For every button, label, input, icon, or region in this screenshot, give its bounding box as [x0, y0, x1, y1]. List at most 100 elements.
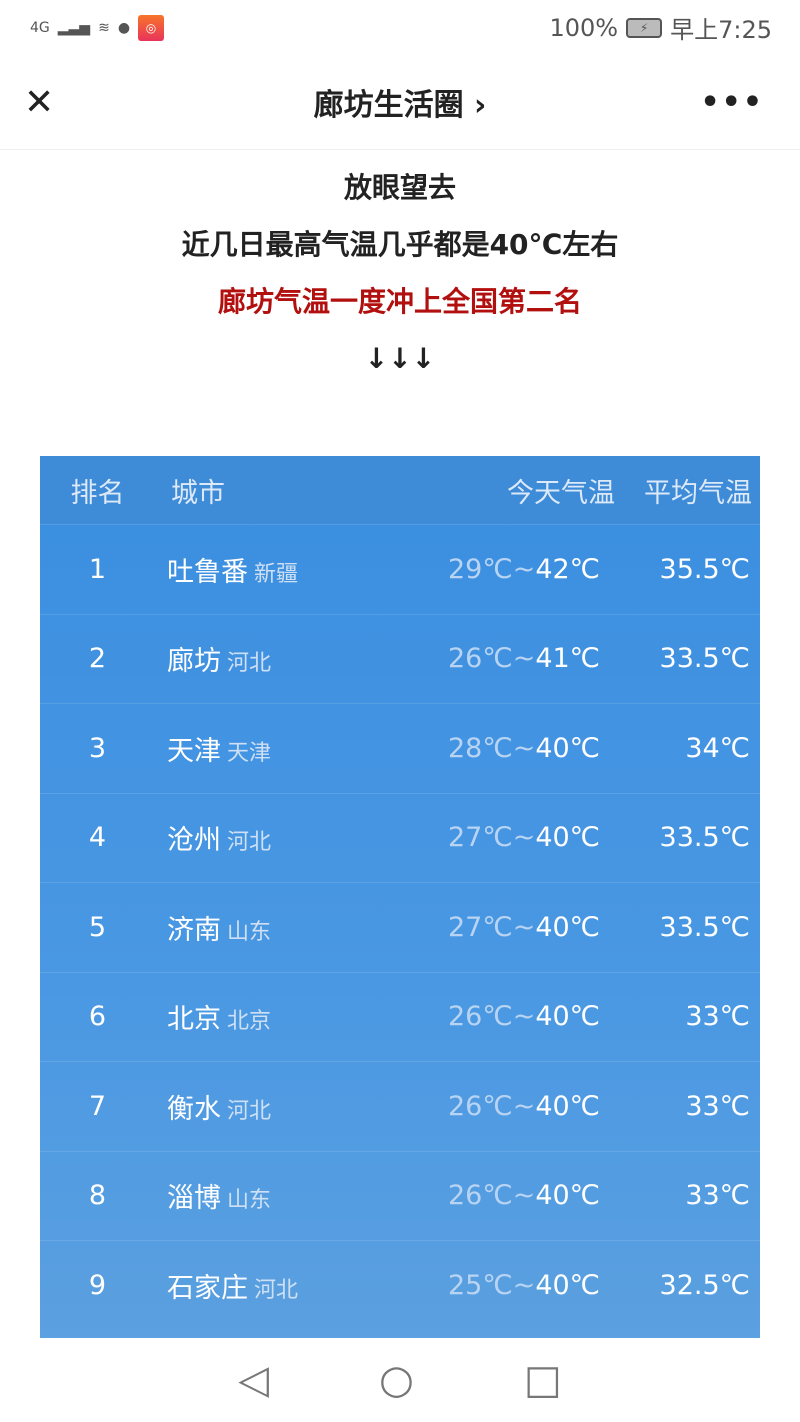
today-temp: 27℃~40℃ [430, 912, 600, 943]
header-today: 今天气温 [507, 477, 615, 509]
province: 山东 [227, 1188, 272, 1214]
avg-temp: 33℃ [685, 1180, 750, 1212]
high-temp: 40℃ [535, 822, 600, 854]
high-temp: 40℃ [535, 1269, 600, 1301]
avg-temp: 33℃ [685, 1001, 750, 1033]
tilde: ~ [512, 732, 536, 764]
province: 山东 [227, 919, 272, 945]
province: 河北 [227, 651, 272, 677]
low-temp: 26℃ [448, 1180, 513, 1212]
city: 廊坊 [167, 646, 221, 678]
avg-temp: 33.5℃ [659, 911, 750, 943]
today-temp: 26℃~40℃ [430, 1091, 600, 1122]
header-avg: 平均气温 [644, 477, 752, 509]
close-icon[interactable]: ✕ [24, 81, 55, 123]
table-row: 3 天津 天津 28℃~40℃ 34℃ [40, 703, 760, 793]
province: 河北 [227, 830, 272, 856]
high-temp: 40℃ [535, 1090, 600, 1122]
battery-percent: 100% [549, 13, 619, 42]
rank: 3 [88, 732, 107, 764]
article-intro: 放眼望去 近几日最高气温几乎都是40℃左右 廊坊气温一度冲上全国第二名 ↓↓↓ [0, 165, 800, 393]
recents-icon[interactable]: □ [523, 1357, 562, 1403]
city: 天津 [167, 735, 221, 767]
home-icon[interactable]: ○ [379, 1357, 414, 1403]
city-cell: 廊坊 河北 [155, 639, 430, 678]
avg-temp: 35.5℃ [659, 553, 750, 585]
table-row: 2 廊坊 河北 26℃~41℃ 33.5℃ [40, 613, 760, 704]
header-city: 城市 [171, 477, 225, 509]
city-cell: 石家庄 河北 [155, 1266, 430, 1305]
high-temp: 41℃ [535, 643, 600, 675]
city-cell: 吐鲁番 新疆 [155, 550, 430, 589]
low-temp: 25℃ [448, 1269, 513, 1301]
high-temp: 42℃ [535, 553, 600, 585]
down-arrows: ↓↓↓ [364, 342, 436, 375]
system-nav-bar: ◁ ○ □ [0, 1338, 800, 1422]
intro-line-2: 近几日最高气温几乎都是40℃左右 [181, 228, 619, 261]
tilde: ~ [512, 911, 536, 943]
avg-temp: 33.5℃ [659, 643, 750, 675]
city-cell: 天津 天津 [155, 729, 430, 768]
header-rank: 排名 [70, 477, 125, 509]
avg-temp: 34℃ [685, 732, 750, 764]
low-temp: 27℃ [448, 822, 513, 854]
province: 北京 [227, 1009, 272, 1035]
rank: 2 [88, 643, 107, 675]
temperature-ranking-table: 排名 城市 今天气温 平均气温 1 吐鲁番 新疆 29℃~42℃ 35.5℃ 2 … [40, 456, 760, 1338]
province: 河北 [227, 1098, 272, 1124]
table-row: 1 吐鲁番 新疆 29℃~42℃ 35.5℃ [40, 524, 760, 614]
table-row: 5 济南 山东 27℃~40℃ 33.5℃ [40, 882, 760, 972]
app-icon: ◎ [138, 14, 165, 41]
province: 河北 [254, 1277, 299, 1303]
today-temp: 26℃~41℃ [430, 643, 600, 674]
account-title[interactable]: 廊坊生活圈 › [313, 88, 487, 123]
table-row: 8 淄博 山东 26℃~40℃ 33℃ [40, 1150, 760, 1241]
nav-bar: ✕ 廊坊生活圈 › ••• [0, 55, 800, 150]
signal-icon: ▂▃▅ [57, 19, 91, 36]
rank: 6 [88, 1001, 107, 1033]
table-row: 6 北京 北京 26℃~40℃ 33℃ [40, 971, 760, 1062]
city: 石家庄 [167, 1272, 248, 1304]
tilde: ~ [512, 1001, 536, 1033]
table-row: 7 衡水 河北 26℃~40℃ 33℃ [40, 1061, 760, 1151]
city: 淄博 [167, 1183, 221, 1215]
city: 北京 [167, 1004, 221, 1036]
high-temp: 40℃ [535, 732, 600, 764]
city-cell: 济南 山东 [155, 908, 430, 947]
today-temp: 27℃~40℃ [430, 822, 600, 853]
rank: 7 [88, 1090, 107, 1122]
province: 天津 [227, 740, 272, 766]
table-row: 4 沧州 河北 27℃~40℃ 33.5℃ [40, 792, 760, 883]
wifi-icon: ≋ [98, 19, 110, 36]
tilde: ~ [512, 822, 536, 854]
wechat-icon: ● [117, 19, 131, 36]
tilde: ~ [512, 1180, 536, 1212]
today-temp: 28℃~40℃ [430, 733, 600, 764]
high-temp: 40℃ [535, 1001, 600, 1033]
back-icon[interactable]: ◁ [238, 1357, 270, 1403]
tilde: ~ [512, 553, 536, 585]
rank: 4 [88, 822, 107, 854]
avg-temp: 32.5℃ [659, 1269, 750, 1301]
today-temp: 29℃~42℃ [430, 554, 600, 585]
low-temp: 26℃ [448, 1001, 513, 1033]
today-temp: 26℃~40℃ [430, 1001, 600, 1032]
avg-temp: 33℃ [685, 1090, 750, 1122]
rank: 9 [88, 1269, 107, 1301]
rank: 1 [88, 553, 107, 585]
city: 吐鲁番 [167, 556, 248, 588]
high-temp: 40℃ [535, 911, 600, 943]
low-temp: 26℃ [448, 1090, 513, 1122]
city-cell: 衡水 河北 [155, 1087, 430, 1126]
intro-line-3: 廊坊气温一度冲上全国第二名 [217, 285, 582, 318]
low-temp: 29℃ [448, 553, 513, 585]
city-cell: 淄博 山东 [155, 1176, 430, 1215]
network-label: 4G [30, 19, 50, 36]
intro-line-1: 放眼望去 [343, 171, 456, 204]
today-temp: 26℃~40℃ [430, 1180, 600, 1211]
city-cell: 沧州 河北 [155, 818, 430, 857]
city: 沧州 [167, 825, 221, 857]
city: 衡水 [167, 1093, 221, 1125]
more-icon[interactable]: ••• [700, 84, 764, 120]
battery-icon: ⚡ [626, 17, 663, 38]
